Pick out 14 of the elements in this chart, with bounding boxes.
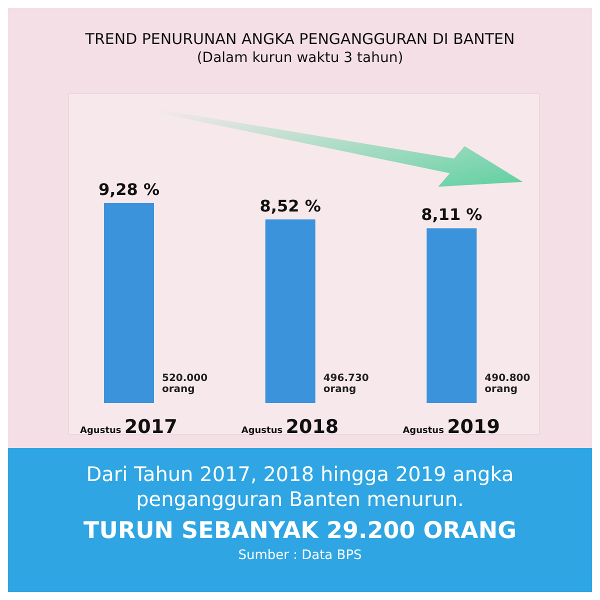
chart-title: TREND PENURUNAN ANGKA PENGANGGURAN DI BANTEN (84, 29, 516, 48)
x-tick-label: Agustus 2018 (241, 416, 339, 438)
text: Dari Tahun 2017, 2018 hingga 2019 angka pengangguran Banten menurun. (85, 462, 515, 512)
annotation: 496.730 orang (323, 373, 369, 395)
text: Sumber : Data BPS (237, 548, 363, 563)
data-label: 9,28 % (98, 180, 160, 199)
text: TURUN SEBANYAK 29.200 ORANG (82, 518, 518, 544)
x-tick-label: Agustus 2017 (80, 416, 178, 438)
x-tick-label: Agustus 2019 (402, 416, 500, 438)
annotation: 490.800 orang (484, 373, 530, 395)
data-label: 8,11 % (421, 205, 482, 224)
data-label: 8,52 % (260, 196, 321, 216)
chart-subtitle: (Dalam kurun waktu 3 tahun) (196, 50, 404, 66)
annotation: 520.000 orang (162, 373, 208, 395)
